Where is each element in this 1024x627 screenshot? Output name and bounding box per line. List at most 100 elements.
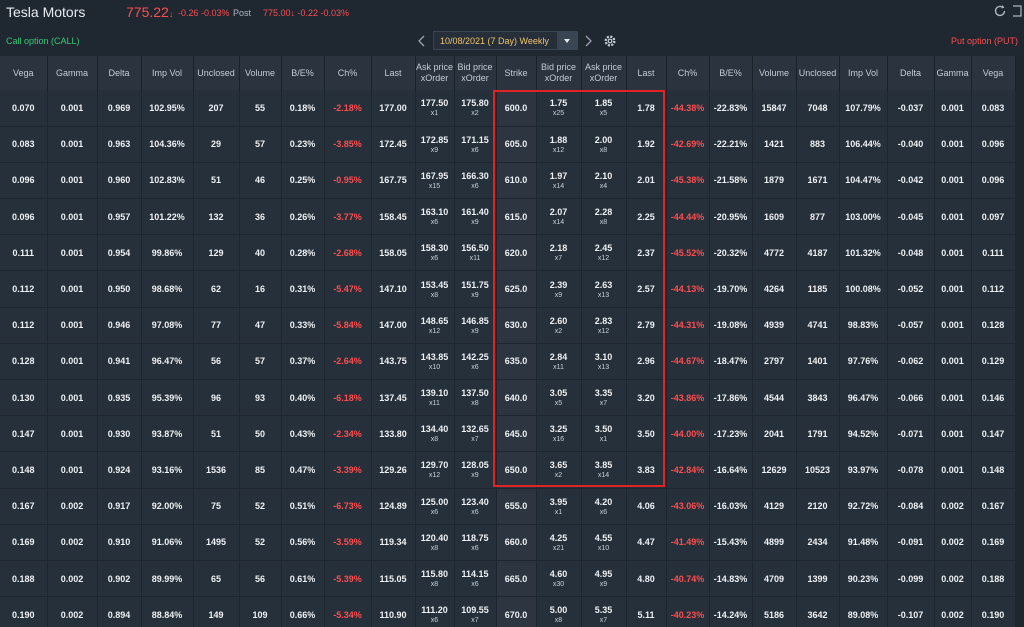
put-cell[interactable]: 1.92: [626, 126, 667, 163]
call-cell[interactable]: 97.08%: [141, 307, 194, 344]
put-bid-cell[interactable]: 3.25 x16: [536, 415, 582, 453]
option-row[interactable]: 0.188 0.002 0.902 89.99% 65 56 0.61% -5.39% 115.…: [0, 560, 1024, 598]
call-bid-cell[interactable]: 151.75 x9: [454, 270, 497, 308]
column-header[interactable]: Volume: [239, 56, 282, 90]
put-cell[interactable]: -45.52%: [666, 234, 710, 272]
put-ask-header[interactable]: Ask price xOrder: [581, 56, 627, 90]
put-cell[interactable]: -43.06%: [666, 488, 710, 525]
put-bid-cell[interactable]: 2.60 x2: [536, 307, 582, 344]
call-bid-cell[interactable]: 137.50 x8: [454, 379, 497, 417]
call-bid-cell[interactable]: 118.75 x6: [454, 524, 497, 561]
put-cell[interactable]: 2.96: [626, 343, 667, 381]
call-cell[interactable]: 0.26%: [281, 198, 325, 236]
call-cell[interactable]: 51: [193, 162, 240, 200]
put-cell[interactable]: 106.44%: [839, 126, 888, 163]
option-row[interactable]: 0.190 0.002 0.894 88.84% 149 109 0.66% -5.34% 11…: [0, 596, 1024, 627]
put-cell[interactable]: 10523: [796, 451, 840, 489]
call-cell[interactable]: 147.00: [371, 307, 416, 344]
strike-cell[interactable]: 645.0: [496, 415, 537, 453]
call-cell[interactable]: -2.18%: [324, 90, 372, 127]
put-cell[interactable]: 1.78: [626, 90, 667, 127]
column-header[interactable]: B/E%: [709, 56, 753, 90]
put-cell[interactable]: -40.74%: [666, 560, 710, 598]
put-cell[interactable]: -19.70%: [709, 270, 753, 308]
put-cell[interactable]: 4.06: [626, 488, 667, 525]
put-bid-cell[interactable]: 2.07 x14: [536, 198, 582, 236]
put-cell[interactable]: -21.58%: [709, 162, 753, 200]
put-cell[interactable]: -0.107: [887, 596, 935, 627]
put-cell[interactable]: 0.188: [971, 560, 1016, 598]
put-ask-cell[interactable]: 4.55 x10: [581, 524, 627, 561]
put-bid-cell[interactable]: 2.18 x7: [536, 234, 582, 272]
call-cell[interactable]: 93: [239, 379, 282, 417]
call-cell[interactable]: 93.87%: [141, 415, 194, 453]
option-row[interactable]: 0.070 0.001 0.969 102.95% 207 55 0.18% -2.18% 17…: [0, 90, 1024, 127]
put-cell[interactable]: 1671: [796, 162, 840, 200]
put-cell[interactable]: -0.045: [887, 198, 935, 236]
put-cell[interactable]: 0.169: [971, 524, 1016, 561]
call-cell[interactable]: 98.68%: [141, 270, 194, 308]
call-cell[interactable]: 55: [239, 90, 282, 127]
strike-cell[interactable]: 635.0: [496, 343, 537, 381]
call-cell[interactable]: 207: [193, 90, 240, 127]
call-cell[interactable]: 0.963: [97, 126, 142, 163]
put-bid-cell[interactable]: 1.97 x14: [536, 162, 582, 200]
put-cell[interactable]: 92.72%: [839, 488, 888, 525]
call-cell[interactable]: 129: [193, 234, 240, 272]
caret-down-icon[interactable]: [557, 32, 577, 49]
call-cell[interactable]: 0.51%: [281, 488, 325, 525]
put-cell[interactable]: 101.32%: [839, 234, 888, 272]
column-header[interactable]: Imp Vol: [839, 56, 888, 90]
call-cell[interactable]: 89.99%: [141, 560, 194, 598]
call-bid-cell[interactable]: 123.40 x6: [454, 488, 497, 525]
put-cell[interactable]: -0.099: [887, 560, 935, 598]
strike-cell[interactable]: 610.0: [496, 162, 537, 200]
call-cell[interactable]: 109: [239, 596, 282, 627]
put-cell[interactable]: 2041: [752, 415, 797, 453]
column-header[interactable]: Unclosed: [193, 56, 240, 90]
call-cell[interactable]: 96.47%: [141, 343, 194, 381]
call-cell[interactable]: 0.002: [47, 524, 98, 561]
call-cell[interactable]: 50: [239, 415, 282, 453]
put-cell[interactable]: -0.042: [887, 162, 935, 200]
call-ask-cell[interactable]: 163.10 x6: [415, 198, 455, 236]
put-cell[interactable]: -16.03%: [709, 488, 753, 525]
call-cell[interactable]: 0.001: [47, 270, 98, 308]
call-cell[interactable]: 104.36%: [141, 126, 194, 163]
put-ask-cell[interactable]: 3.10 x13: [581, 343, 627, 381]
call-cell[interactable]: 0.56%: [281, 524, 325, 561]
put-cell[interactable]: 90.23%: [839, 560, 888, 598]
call-cell[interactable]: 0.130: [0, 379, 48, 417]
call-cell[interactable]: 143.75: [371, 343, 416, 381]
put-ask-cell[interactable]: 2.00 x8: [581, 126, 627, 163]
call-cell[interactable]: 0.28%: [281, 234, 325, 272]
column-header[interactable]: Last: [371, 56, 416, 90]
strike-cell[interactable]: 650.0: [496, 451, 537, 489]
call-cell[interactable]: 0.190: [0, 596, 48, 627]
strike-cell[interactable]: 655.0: [496, 488, 537, 525]
refresh-icon[interactable]: [993, 4, 1007, 18]
put-cell[interactable]: -42.84%: [666, 451, 710, 489]
call-cell[interactable]: 129.26: [371, 451, 416, 489]
call-cell[interactable]: 16: [239, 270, 282, 308]
put-cell[interactable]: 0.001: [934, 198, 972, 236]
call-cell[interactable]: 147.10: [371, 270, 416, 308]
put-cell[interactable]: 0.001: [934, 234, 972, 272]
put-ask-cell[interactable]: 2.10 x4: [581, 162, 627, 200]
put-cell[interactable]: -0.066: [887, 379, 935, 417]
put-bid-cell[interactable]: 3.95 x1: [536, 488, 582, 525]
put-cell[interactable]: 1609: [752, 198, 797, 236]
put-bid-cell[interactable]: 3.65 x2: [536, 451, 582, 489]
put-cell[interactable]: -0.048: [887, 234, 935, 272]
put-ask-cell[interactable]: 4.20 x6: [581, 488, 627, 525]
put-bid-cell[interactable]: 1.88 x12: [536, 126, 582, 163]
call-cell[interactable]: 158.05: [371, 234, 416, 272]
call-bid-cell[interactable]: 109.55 x7: [454, 596, 497, 627]
call-ask-cell[interactable]: 143.85 x10: [415, 343, 455, 381]
put-cell[interactable]: -42.69%: [666, 126, 710, 163]
call-bid-cell[interactable]: 171.15 x6: [454, 126, 497, 163]
call-cell[interactable]: 0.25%: [281, 162, 325, 200]
put-cell[interactable]: 0.001: [934, 451, 972, 489]
strike-cell[interactable]: 615.0: [496, 198, 537, 236]
put-bid-cell[interactable]: 1.75 x25: [536, 90, 582, 127]
